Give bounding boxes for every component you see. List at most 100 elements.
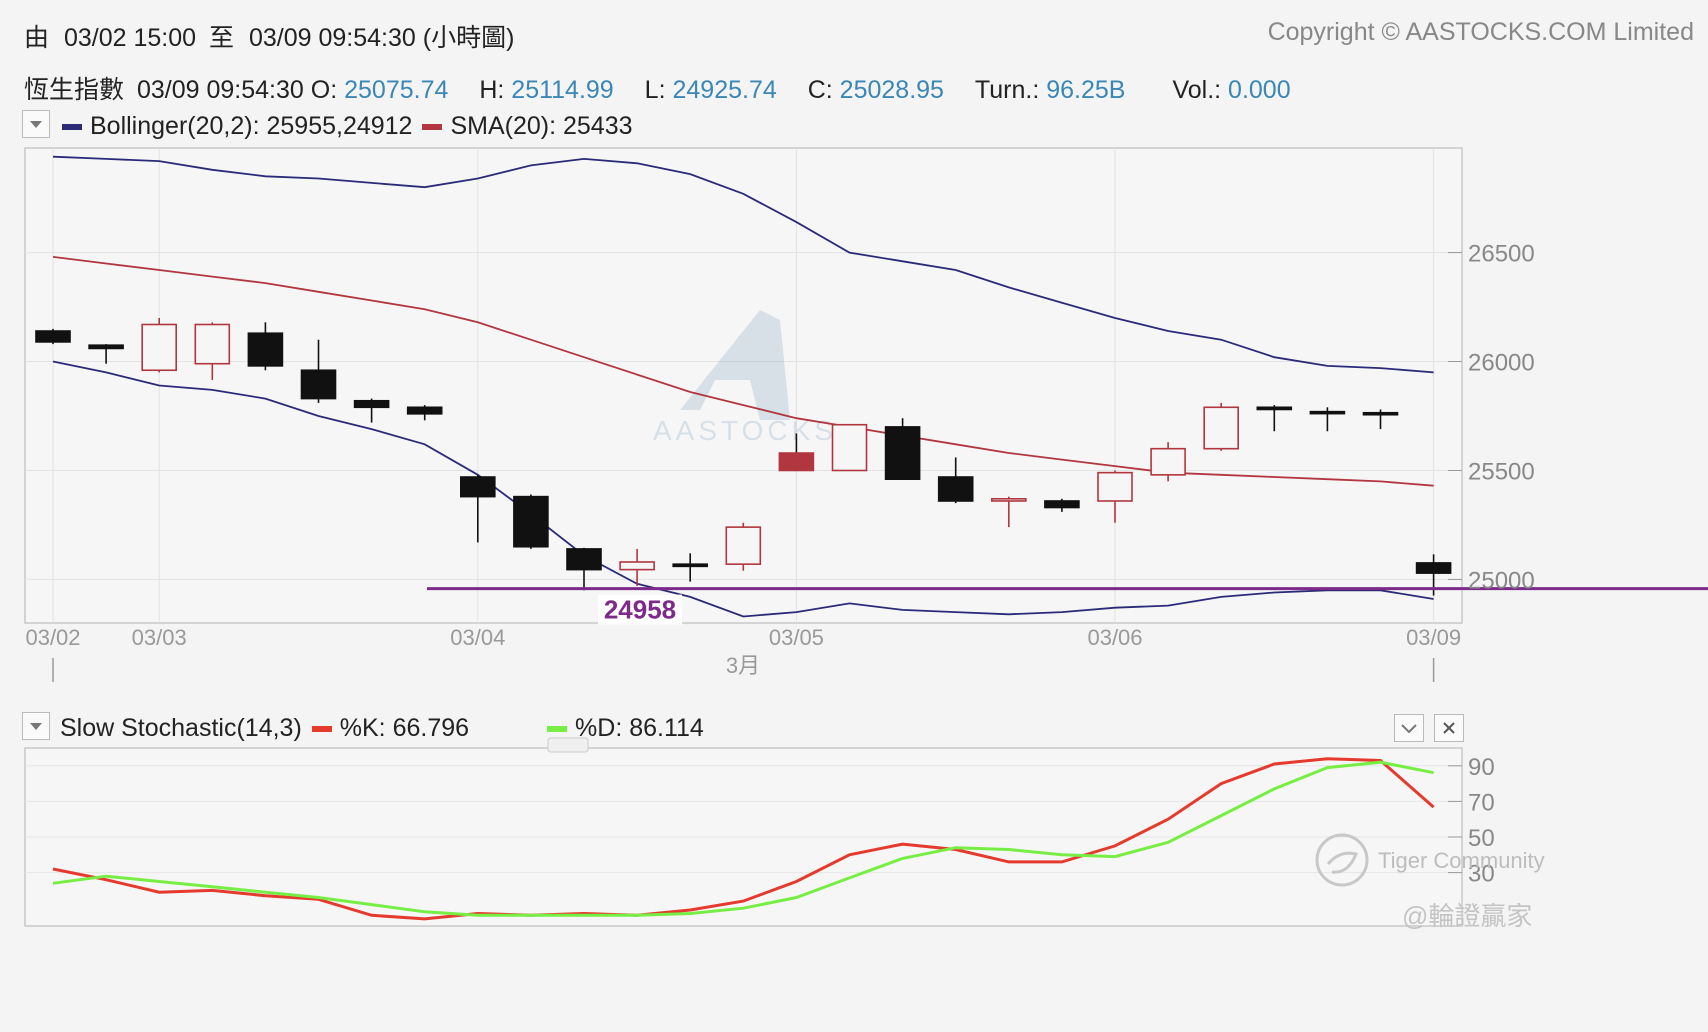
candle-body xyxy=(194,323,231,365)
close-value: 25028.95 xyxy=(839,76,944,104)
index-name: 恆生指數 xyxy=(24,76,125,104)
bollinger-swatch xyxy=(62,123,82,130)
tiger-community-watermark: Tiger Community xyxy=(1378,848,1545,873)
close-panel-button[interactable] xyxy=(1434,714,1464,742)
vol-label: Vol.: xyxy=(1172,76,1222,104)
candle xyxy=(35,328,71,345)
support-label: 24958 xyxy=(604,595,676,625)
month-label: 3月 xyxy=(726,653,760,678)
range-suffix: (小時圖) xyxy=(422,24,515,52)
candle xyxy=(1097,470,1133,523)
range-row: 由 03/02 15:00 至 03/09 09:54:30 (小時圖) xyxy=(24,18,514,54)
y-tick-label: 25000 xyxy=(1468,567,1535,594)
range-to-label: 至 xyxy=(209,24,235,52)
close-label: C: xyxy=(807,76,833,104)
candle xyxy=(88,344,124,364)
candle-body xyxy=(566,548,602,571)
candle xyxy=(513,494,549,549)
turn-label: Turn.: xyxy=(974,76,1040,104)
candle-body xyxy=(1415,562,1452,574)
sma-swatch xyxy=(422,123,443,130)
low-value: 24925.74 xyxy=(672,76,777,104)
candle xyxy=(1309,407,1346,432)
k-swatch xyxy=(311,725,332,732)
candle xyxy=(884,418,921,480)
range-to: 03/09 09:54:30 xyxy=(248,24,416,52)
candle xyxy=(566,547,602,591)
vol-value: 0.000 xyxy=(1228,76,1291,104)
quote-row: 恆生指數 03/09 09:54:30 O: 25075.74 H: 25114… xyxy=(24,70,1291,106)
turn-value: 96.25B xyxy=(1046,76,1126,104)
stoch-legend: Slow Stochastic(14,3) %K: 66.796 %D: 86.… xyxy=(60,714,704,743)
bollinger-upper-line xyxy=(52,155,1434,374)
candle-body xyxy=(1362,411,1399,416)
candle-body xyxy=(990,498,1027,502)
d-legend: %D: 86.114 xyxy=(575,714,704,742)
bollinger-legend: Bollinger(20,2): 25955,24912 xyxy=(90,112,413,140)
candle-body xyxy=(619,561,655,571)
candle-body xyxy=(353,399,390,409)
sma-line xyxy=(52,256,1434,487)
quote-time: 03/09 09:54:30 xyxy=(136,76,304,104)
d-swatch xyxy=(547,725,568,732)
candle xyxy=(937,457,974,504)
low-label: L: xyxy=(644,76,666,104)
y-tick-label: 25500 xyxy=(1468,458,1535,485)
copyright: Copyright © AASTOCKS.COM Limited xyxy=(1267,18,1694,46)
main-indicator-dropdown[interactable] xyxy=(22,110,50,138)
candle xyxy=(141,317,177,373)
candle-body xyxy=(672,563,709,568)
close-icon xyxy=(1443,722,1455,734)
candle xyxy=(1150,442,1186,482)
k-legend: %K: 66.796 xyxy=(339,714,470,742)
candle-body xyxy=(1097,471,1133,502)
range-from: 03/02 15:00 xyxy=(63,24,197,52)
chevron-down-icon xyxy=(1401,724,1417,734)
range-from-label: 由 xyxy=(24,24,50,52)
candle-body xyxy=(247,332,284,367)
candle-body xyxy=(513,495,549,548)
stoch-y-tick-label: 70 xyxy=(1468,789,1495,816)
open-value: 25075.74 xyxy=(344,76,449,104)
x-tick-label: 03/06 xyxy=(1087,625,1142,650)
open-label: O: xyxy=(310,76,338,104)
candle xyxy=(194,322,231,381)
candle-body xyxy=(1203,406,1239,450)
candle xyxy=(406,405,443,421)
x-tick-label: 03/05 xyxy=(769,625,824,650)
candle-body xyxy=(778,452,815,472)
candle xyxy=(459,474,496,543)
collapse-panel-button[interactable] xyxy=(1394,714,1424,742)
main-legend: Bollinger(20,2): 25955,24912 SMA(20): 25… xyxy=(52,112,633,141)
candle-body xyxy=(725,526,762,565)
candle xyxy=(1362,409,1399,430)
y-tick-label: 26000 xyxy=(1468,350,1535,377)
x-tick-label: 03/09 xyxy=(1406,625,1461,650)
candle xyxy=(778,433,815,472)
candle xyxy=(247,322,284,371)
candle xyxy=(672,553,709,582)
candle xyxy=(1256,405,1293,432)
candle-body xyxy=(1150,447,1186,476)
candle-body xyxy=(937,476,974,502)
candle-body xyxy=(35,330,71,343)
candle xyxy=(1203,402,1239,451)
candle-body xyxy=(1309,410,1346,415)
support-label-bg xyxy=(598,594,682,625)
high-value: 25114.99 xyxy=(511,76,614,104)
author-watermark: @輪證贏家 xyxy=(1402,901,1533,931)
stoch-k-line xyxy=(52,757,1435,921)
candle xyxy=(831,423,868,472)
bollinger-lower-line xyxy=(52,360,1434,618)
stoch-title: Slow Stochastic(14,3) xyxy=(60,714,302,742)
candle-body xyxy=(831,423,868,472)
stoch-indicator-dropdown[interactable] xyxy=(22,712,50,740)
candle xyxy=(990,496,1027,528)
x-tick-label: 03/03 xyxy=(132,625,187,650)
candle-body xyxy=(884,426,921,480)
candle-body xyxy=(300,369,337,400)
candle xyxy=(300,339,337,403)
tiger-logo-icon xyxy=(1315,833,1369,887)
x-tick-label: 03/02 xyxy=(25,625,80,650)
candle-body xyxy=(141,323,177,372)
